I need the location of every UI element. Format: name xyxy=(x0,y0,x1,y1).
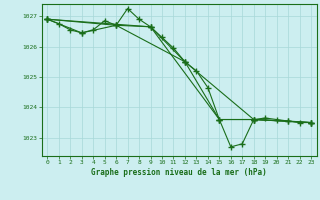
X-axis label: Graphe pression niveau de la mer (hPa): Graphe pression niveau de la mer (hPa) xyxy=(91,168,267,177)
